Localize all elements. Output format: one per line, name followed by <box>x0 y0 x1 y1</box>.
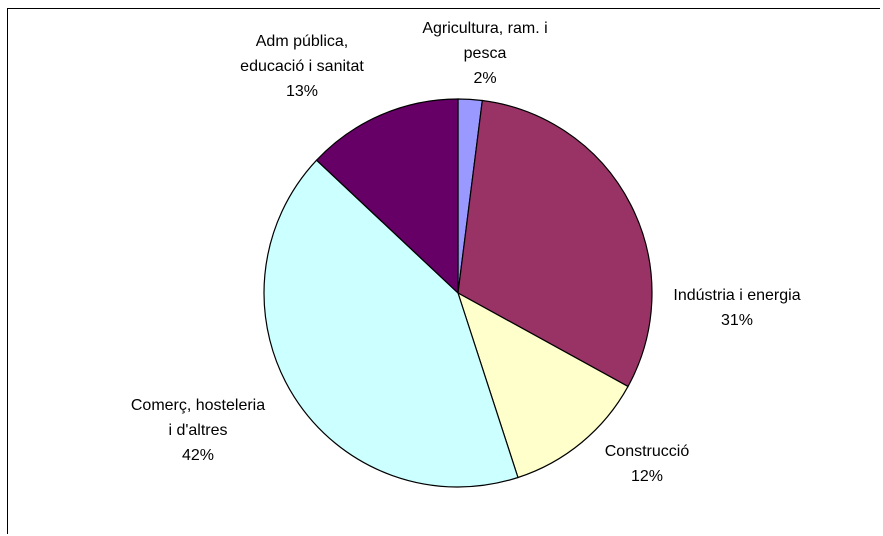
pie-label-3: Construcció 12% <box>605 443 690 485</box>
pie-slices <box>263 98 653 488</box>
chart-frame <box>7 8 880 534</box>
pie-labels: Agricultura, ram. i pesca 2% Indústria i en… <box>131 20 801 485</box>
pie-label-4: Comerç, hosteleria i d'altres 42% <box>131 397 265 464</box>
pie-slice-3 <box>456 291 629 479</box>
pie-label-5: Adm pública, educació i sanitat 13% <box>240 33 364 100</box>
pie-slice-5 <box>315 98 459 295</box>
pie-slice-4 <box>263 159 519 488</box>
pie-slice-2 <box>457 99 653 388</box>
pie-label-2: Indústria i energia 31% <box>673 287 800 329</box>
pie-label-1: Agricultura, ram. i pesca 2% <box>422 20 547 87</box>
